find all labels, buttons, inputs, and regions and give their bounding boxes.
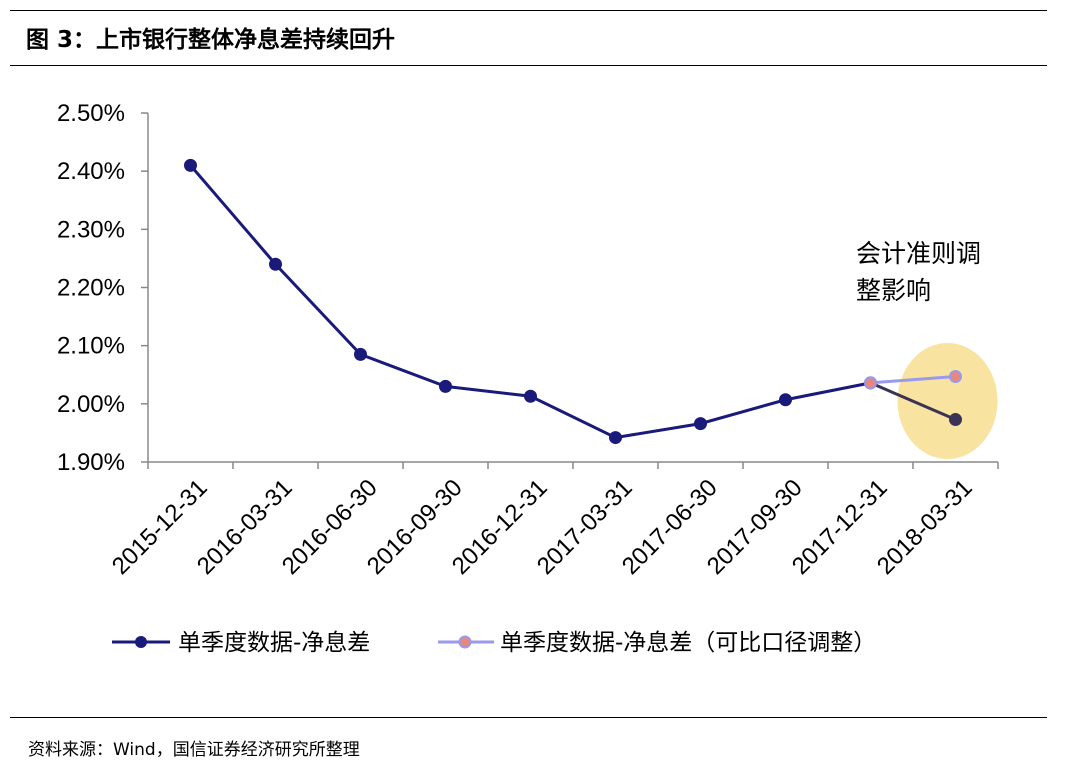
data-point bbox=[439, 379, 452, 393]
y-tick-label: 2.40% bbox=[57, 158, 125, 185]
data-point bbox=[184, 158, 197, 172]
y-tick-label: 2.00% bbox=[57, 391, 125, 418]
data-point-adjusted bbox=[949, 369, 962, 383]
data-point bbox=[269, 257, 282, 271]
legend: 单季度数据-净息差 单季度数据-净息差（可比口径调整） bbox=[112, 630, 876, 656]
source-note: 资料来源：Wind，国信证券经济研究所整理 bbox=[28, 740, 360, 760]
legend-marker-adjusted bbox=[458, 635, 472, 649]
chart: 1.90%2.00%2.10%2.20%2.30%2.40%2.50%2015-… bbox=[57, 100, 999, 656]
data-point bbox=[779, 393, 792, 407]
y-tick-label: 2.30% bbox=[57, 216, 125, 243]
footer-rule bbox=[10, 717, 1047, 718]
data-point bbox=[609, 431, 622, 445]
annotation-highlight-layer bbox=[897, 343, 998, 459]
top-rule bbox=[10, 10, 1047, 11]
figure-title: 图 3：上市银行整体净息差持续回升 bbox=[26, 27, 396, 53]
title-rule bbox=[10, 65, 1047, 66]
highlight-ellipse bbox=[897, 343, 998, 459]
data-point bbox=[949, 413, 962, 427]
y-tick-label: 2.50% bbox=[57, 100, 125, 127]
annotation-text-line: 整影响 bbox=[856, 276, 931, 305]
series-line-adjusted bbox=[870, 374, 956, 385]
data-point bbox=[694, 417, 707, 431]
data-point bbox=[524, 389, 537, 403]
legend-marker-net-interest-margin bbox=[135, 636, 147, 648]
y-tick-label: 2.20% bbox=[57, 275, 125, 302]
data-point bbox=[354, 347, 367, 361]
series-line-net-interest-margin-last-segment bbox=[869, 381, 957, 421]
legend-label-net-interest-margin: 单季度数据-净息差 bbox=[178, 630, 370, 656]
data-point-adjusted bbox=[864, 376, 877, 390]
y-tick-label: 2.10% bbox=[57, 333, 125, 360]
series-layer bbox=[184, 158, 962, 445]
legend-label-adjusted: 单季度数据-净息差（可比口径调整） bbox=[500, 630, 876, 656]
annotation-text-line: 会计准则调 bbox=[856, 239, 981, 268]
y-tick-label: 1.90% bbox=[57, 449, 125, 476]
